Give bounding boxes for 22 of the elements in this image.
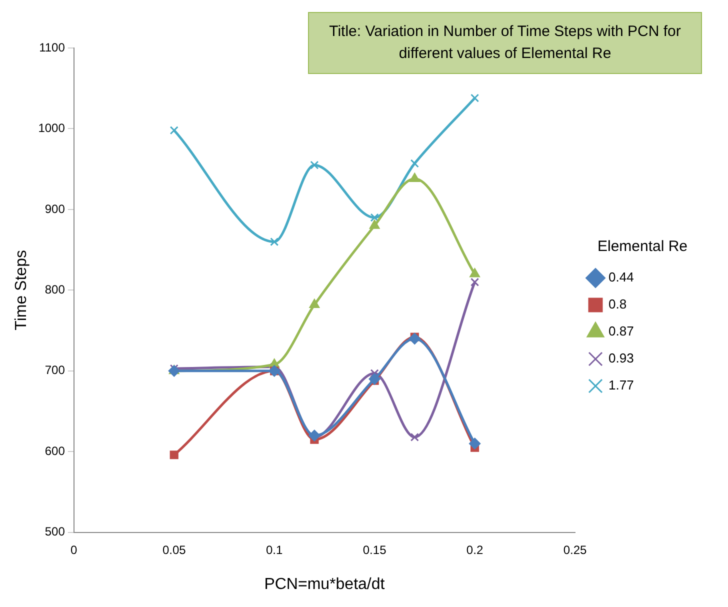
legend-label: 0.87 xyxy=(608,324,634,339)
x-tick-label: 0.1 xyxy=(266,542,283,557)
y-axis-title: Time Steps xyxy=(13,250,30,330)
x-tick-label: 0 xyxy=(70,542,78,557)
chart-title: Title: Variation in Number of Time Steps with PCN for different values of Elemental Re xyxy=(308,12,702,74)
legend-label: 0.44 xyxy=(608,270,634,285)
x-tick-label: 0.05 xyxy=(162,542,186,557)
y-tick-label: 1100 xyxy=(39,40,66,54)
legend-title: Elemental Re xyxy=(597,238,688,256)
x-tick-label: 0.25 xyxy=(563,542,587,557)
legend-label: 0.8 xyxy=(608,296,627,312)
y-tick-label: 600 xyxy=(44,444,66,458)
legend-label: 0.93 xyxy=(608,350,634,366)
legend-label: 1.77 xyxy=(608,378,634,393)
y-tick-label: 1000 xyxy=(38,121,66,136)
y-tick-label: 800 xyxy=(44,282,66,297)
x-tick-label: 0.2 xyxy=(466,542,484,557)
y-tick-label: 700 xyxy=(44,363,66,378)
y-tick-label: 900 xyxy=(44,202,66,216)
x-axis-title: PCN=mu*beta/dt xyxy=(264,576,386,593)
x-tick-label: 0.15 xyxy=(362,542,387,557)
y-tick-label: 500 xyxy=(44,524,66,539)
